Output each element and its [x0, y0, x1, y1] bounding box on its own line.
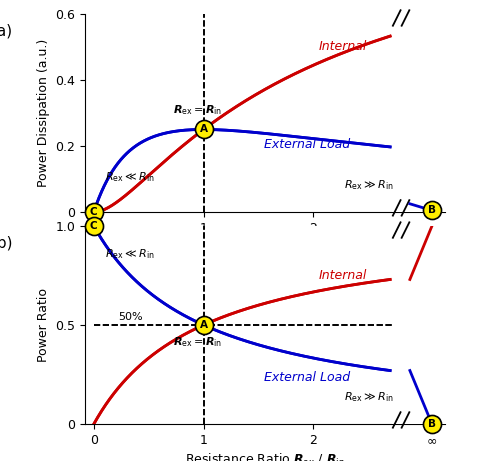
- Bar: [392, 226, 410, 424]
- Text: B: B: [428, 206, 436, 215]
- Text: $R_{\mathrm{ex}}\gg R_{\mathrm{in}}$: $R_{\mathrm{ex}}\gg R_{\mathrm{in}}$: [344, 390, 394, 404]
- Y-axis label: Power Ratio: Power Ratio: [36, 288, 50, 362]
- Y-axis label: Power Dissipation (a.u.): Power Dissipation (a.u.): [37, 39, 50, 187]
- Text: A: A: [200, 124, 207, 135]
- Text: $R_{\mathrm{ex}}\ll R_{\mathrm{in}}$: $R_{\mathrm{ex}}\ll R_{\mathrm{in}}$: [105, 248, 154, 261]
- Text: (a): (a): [0, 24, 12, 39]
- Text: $R_{\mathrm{ex}}\gg R_{\mathrm{in}}$: $R_{\mathrm{ex}}\gg R_{\mathrm{in}}$: [344, 178, 394, 192]
- Text: External Load: External Load: [264, 138, 350, 151]
- Text: $R_{\mathrm{ex}}\ll R_{\mathrm{in}}$: $R_{\mathrm{ex}}\ll R_{\mathrm{in}}$: [105, 171, 154, 184]
- Text: $\boldsymbol{R}_{\mathrm{ex}}=\boldsymbol{R}_{\mathrm{in}}$: $\boldsymbol{R}_{\mathrm{ex}}=\boldsymbo…: [173, 335, 222, 349]
- Text: (b): (b): [0, 236, 13, 251]
- Text: 50%: 50%: [118, 312, 142, 322]
- Text: $\boldsymbol{R}_{\mathrm{ex}}=\boldsymbol{R}_{\mathrm{in}}$: $\boldsymbol{R}_{\mathrm{ex}}=\boldsymbo…: [173, 103, 222, 117]
- Text: A: A: [200, 320, 207, 330]
- Bar: [410, 14, 449, 212]
- Text: External Load: External Load: [264, 371, 350, 384]
- Bar: [392, 14, 410, 212]
- Text: C: C: [90, 221, 98, 231]
- Text: B: B: [428, 419, 436, 429]
- Text: Internal: Internal: [319, 40, 367, 53]
- Text: Internal: Internal: [319, 269, 367, 283]
- X-axis label: Resistance Ratio $\boldsymbol{R}_{\mathrm{ex}}$ / $\boldsymbol{R}_{\mathrm{in}}$: Resistance Ratio $\boldsymbol{R}_{\mathr…: [185, 452, 345, 461]
- Text: C: C: [90, 207, 98, 217]
- Bar: [410, 226, 449, 424]
